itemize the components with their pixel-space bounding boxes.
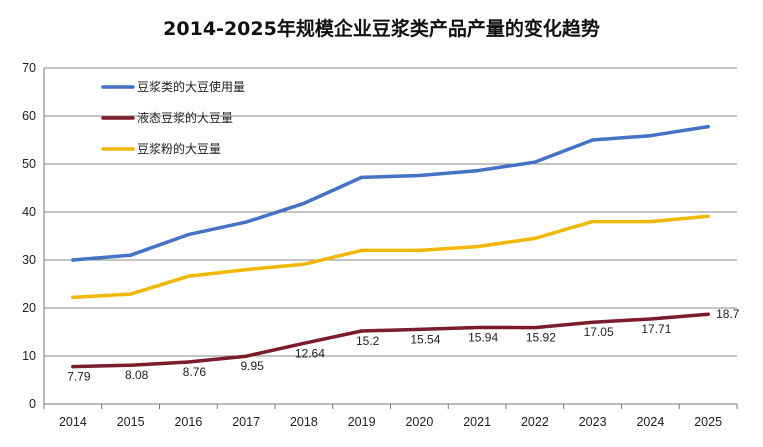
x-tick-label: 2025 (694, 415, 722, 429)
data-point (417, 327, 421, 332)
data-point (706, 214, 710, 218)
data-point (71, 365, 75, 369)
data-point (417, 173, 421, 178)
data-point (475, 325, 479, 330)
data-label: 17.05 (584, 325, 614, 339)
x-tick-label: 2020 (405, 415, 433, 429)
data-label: 17.71 (641, 322, 671, 336)
y-tick-label: 10 (22, 349, 36, 363)
legend-label: 液态豆浆的大豆量 (137, 110, 233, 125)
data-point (475, 244, 479, 249)
data-point (706, 312, 710, 316)
data-point (533, 325, 537, 330)
data-point (302, 201, 306, 205)
x-tick-label: 2016 (174, 415, 202, 429)
data-point (129, 292, 133, 296)
data-label: 7.79 (67, 370, 91, 384)
data-point (648, 220, 652, 224)
data-label: 15.92 (526, 331, 556, 345)
data-point (706, 124, 710, 129)
data-point (591, 320, 595, 324)
legend-label: 豆浆类的大豆使用量 (137, 79, 245, 94)
data-point (417, 248, 421, 252)
x-tick-label: 2017 (232, 415, 260, 429)
x-tick-label: 2024 (636, 415, 664, 429)
data-point (244, 220, 248, 224)
data-label: 12.64 (295, 346, 325, 360)
y-tick-label: 70 (22, 61, 36, 75)
data-point (71, 258, 75, 262)
series-line (71, 312, 710, 369)
data-point (533, 160, 537, 164)
data-point (648, 317, 652, 321)
data-label: 15.94 (468, 330, 498, 344)
data-point (360, 329, 364, 333)
y-tick-label: 20 (22, 301, 36, 315)
data-point (129, 363, 133, 367)
series-line (71, 214, 710, 300)
chart-title: 2014-2025年规模企业豆浆类产品产量的变化趋势 (163, 18, 600, 40)
data-point (591, 138, 595, 142)
legend-label: 豆浆粉的大豆量 (137, 141, 221, 156)
x-tick-label: 2014 (59, 415, 87, 429)
data-label: 15.54 (410, 332, 440, 346)
data-label: 15.2 (356, 334, 380, 348)
data-point (71, 295, 75, 300)
data-point (129, 253, 133, 257)
x-tick-label: 2023 (579, 415, 607, 429)
data-point (360, 175, 364, 180)
y-tick-label: 50 (22, 157, 36, 171)
data-label: 18.7 (716, 307, 740, 321)
data-point (360, 248, 364, 252)
data-label: 8.76 (183, 365, 207, 379)
data-point (302, 262, 306, 266)
y-tick-label: 30 (22, 253, 36, 267)
x-tick-label: 2019 (348, 415, 376, 429)
x-tick-label: 2022 (521, 415, 549, 429)
x-tick-label: 2015 (117, 415, 145, 429)
data-point (591, 220, 595, 224)
data-point (186, 360, 190, 364)
data-point (186, 232, 190, 237)
y-tick-label: 40 (22, 205, 36, 219)
data-label: 8.08 (125, 368, 149, 382)
data-point (302, 341, 306, 345)
x-tick-label: 2021 (463, 415, 491, 429)
data-label: 9.95 (240, 359, 264, 373)
data-point (244, 354, 248, 358)
data-point (475, 169, 479, 173)
y-tick-label: 60 (22, 109, 36, 123)
x-tick-label: 2018 (290, 415, 318, 429)
data-point (244, 268, 248, 272)
data-point (186, 274, 190, 278)
data-point (533, 236, 537, 240)
y-tick-label: 0 (29, 397, 36, 411)
series-line (71, 124, 710, 262)
data-point (648, 134, 652, 138)
